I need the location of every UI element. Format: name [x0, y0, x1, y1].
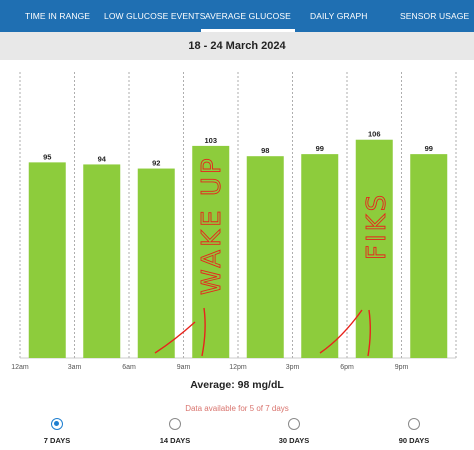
bar-3pm[interactable] [301, 154, 339, 358]
radio-30-days[interactable] [288, 418, 300, 430]
bar-value-label: 98 [261, 146, 269, 155]
annotation-fiks-stroke [319, 309, 363, 354]
x-tick-label: 12am [11, 364, 29, 371]
range-option-14-days[interactable]: 14 DAYS [145, 418, 205, 445]
date-range-label: 18 - 24 March 2024 [188, 40, 286, 52]
date-range-header: 18 - 24 March 2024 [0, 32, 474, 60]
radio-7-days[interactable] [51, 418, 63, 430]
x-tick-label: 3am [68, 364, 82, 371]
bar-value-label: 99 [316, 144, 324, 153]
range-option-90-days[interactable]: 90 DAYS [384, 418, 444, 445]
bar-9pm[interactable] [410, 154, 448, 358]
bar-value-label: 92 [152, 159, 160, 168]
tab-average-glucose[interactable]: AVERAGE GLUCOSE [201, 0, 295, 32]
tab-time-in-range[interactable]: TIME IN RANGE [25, 11, 91, 21]
radio-14-days[interactable] [169, 418, 181, 430]
bar-6pm[interactable] [355, 139, 393, 358]
radio-90-days[interactable] [408, 418, 420, 430]
x-tick-label: 6am [122, 364, 136, 371]
annotation-wake-up-stroke [201, 307, 206, 357]
annotation-wake-up-stroke [154, 321, 196, 354]
range-label-14-days: 14 DAYS [159, 436, 191, 445]
annotation-fiks-text: FIKS [362, 192, 392, 260]
bar-9am[interactable] [192, 145, 230, 358]
bar-6am[interactable] [137, 168, 175, 358]
annotation-wake-up-text: WAKE UP [197, 155, 227, 295]
range-option-30-days[interactable]: 30 DAYS [264, 418, 324, 445]
bar-12am[interactable] [28, 162, 66, 358]
bar-3am[interactable] [83, 164, 121, 358]
range-label-90-days: 90 DAYS [398, 436, 430, 445]
range-option-7-days[interactable]: 7 DAYS [27, 418, 87, 445]
range-label-30-days: 30 DAYS [278, 436, 310, 445]
data-availability-note: Data available for 5 of 7 days [185, 404, 289, 413]
bar-value-label: 94 [98, 154, 107, 163]
tab-daily-graph[interactable]: DAILY GRAPH [310, 11, 368, 21]
x-tick-label: 3pm [286, 364, 300, 371]
bar-value-label: 106 [368, 130, 381, 139]
average-glucose-summary: Average: 98 mg/dL [190, 379, 284, 391]
annotation-fiks-stroke [367, 309, 371, 357]
top-tab-bar: TIME IN RANGE LOW GLUCOSE EVENTS AVERAGE… [0, 0, 474, 32]
average-glucose-chart: 95 94 92 103 98 99 106 99 12am 3am 6am 9am 12pm 3pm 6… [11, 72, 457, 371]
x-tick-label: 9pm [395, 364, 409, 371]
range-label-7-days: 7 DAYS [43, 436, 71, 445]
tab-sensor-usage[interactable]: SENSOR USAGE [400, 11, 470, 21]
tab-low-glucose-events[interactable]: LOW GLUCOSE EVENTS [104, 11, 206, 21]
x-tick-label: 12pm [229, 364, 247, 371]
bar-value-label: 99 [425, 144, 433, 153]
bar-value-label: 103 [204, 136, 217, 145]
bar-value-label: 95 [43, 152, 51, 161]
x-tick-label: 9am [177, 364, 191, 371]
x-tick-label: 6pm [340, 364, 354, 371]
bar-12pm[interactable] [246, 156, 284, 358]
